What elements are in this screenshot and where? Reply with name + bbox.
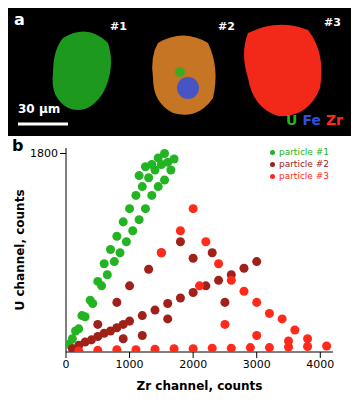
html-text:particle #2: particle #2 xyxy=(278,159,329,169)
html-text:#1: #1 xyxy=(110,20,127,33)
html-text:#2: #2 xyxy=(218,20,235,33)
svg-text:2000: 2000 xyxy=(179,358,207,371)
svg-text:0: 0 xyxy=(63,358,70,371)
html-text:particle #1: particle #1 xyxy=(278,147,329,157)
html-text:#3: #3 xyxy=(324,16,341,29)
html-text:b: b xyxy=(12,136,24,155)
html-text:30 μm: 30 μm xyxy=(18,102,61,116)
html-text:particle #3: particle #3 xyxy=(278,171,329,181)
svg-text:Zr channel, counts: Zr channel, counts xyxy=(137,379,263,393)
svg-text:U channel, counts: U channel, counts xyxy=(13,189,27,310)
svg-text:1000: 1000 xyxy=(116,358,144,371)
svg-text:3000: 3000 xyxy=(243,358,271,371)
svg-text:1800: 1800 xyxy=(30,147,58,160)
html-text:a: a xyxy=(14,10,25,29)
html-text:U Fe Zr: U Fe Zr xyxy=(286,112,343,128)
svg-text:4000: 4000 xyxy=(306,358,334,371)
